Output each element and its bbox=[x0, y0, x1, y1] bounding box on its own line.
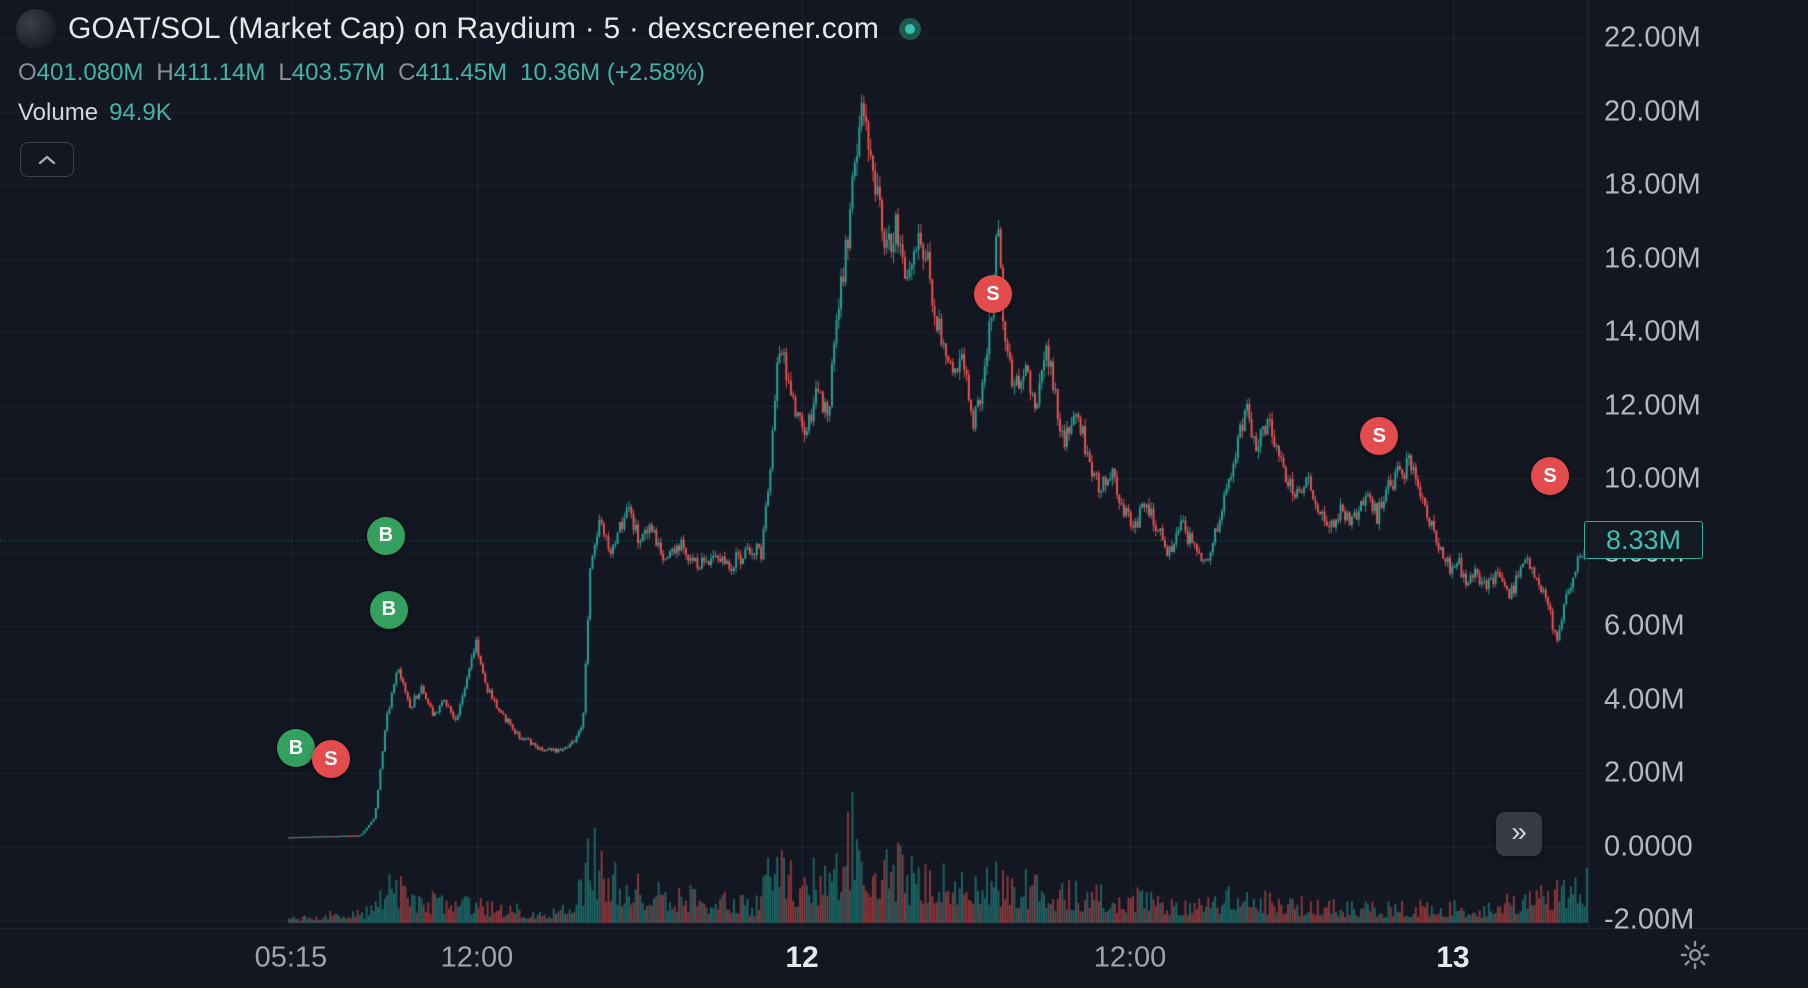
volume-label: Volume bbox=[18, 99, 99, 126]
price-tick-label: 6.00M bbox=[1604, 609, 1685, 642]
close-label: C bbox=[398, 59, 416, 86]
low-label: L bbox=[278, 59, 292, 86]
price-tick-label: 22.00M bbox=[1604, 21, 1701, 54]
collapse-legend-button[interactable] bbox=[20, 142, 74, 177]
open-group: O401.080M bbox=[18, 59, 143, 87]
high-value: 411.14M bbox=[173, 59, 266, 86]
time-tick-label: 12 bbox=[785, 941, 819, 974]
open-label: O bbox=[18, 59, 37, 86]
current-price-value: 8.33M bbox=[1605, 524, 1682, 555]
low-value: 403.57M bbox=[291, 59, 386, 86]
settings-gear-icon[interactable] bbox=[1678, 938, 1712, 972]
price-tick-label: 14.00M bbox=[1604, 315, 1701, 348]
price-tick-label: 16.00M bbox=[1604, 242, 1701, 274]
live-status-icon bbox=[899, 18, 922, 40]
scroll-to-realtime-button[interactable]: » bbox=[1496, 812, 1542, 856]
time-tick-label: 05:15 bbox=[254, 941, 328, 974]
sell-marker[interactable]: S bbox=[1531, 457, 1570, 496]
chevron-up-icon bbox=[38, 155, 56, 165]
price-tick-label: 4.00M bbox=[1604, 683, 1685, 715]
title-row: GOAT/SOL (Market Cap) on Raydium · 5 · d… bbox=[16, 9, 922, 49]
price-tick-label: 12.00M bbox=[1604, 389, 1701, 421]
current-price-label: 8.33M bbox=[1584, 521, 1703, 560]
chart-title: GOAT/SOL (Market Cap) on Raydium · 5 · d… bbox=[68, 12, 880, 45]
buy-marker[interactable]: B bbox=[276, 729, 315, 767]
close-group: C411.45M bbox=[398, 59, 507, 87]
sell-marker[interactable]: S bbox=[311, 740, 350, 779]
low-group: L403.57M bbox=[278, 59, 385, 87]
price-tick-label: 2.00M bbox=[1604, 756, 1685, 789]
ohlc-row: O401.080M H411.14M L403.57M C411.45M 10.… bbox=[18, 59, 921, 87]
price-tick-label: 20.00M bbox=[1604, 95, 1701, 127]
price-tick-label: 18.00M bbox=[1604, 168, 1701, 201]
price-tick-label: 10.00M bbox=[1604, 462, 1701, 495]
change-value: 10.36M (+2.58%) bbox=[520, 59, 705, 86]
time-tick-label: 13 bbox=[1436, 941, 1470, 974]
price-tick-label: -2.00M bbox=[1604, 903, 1695, 936]
sell-marker[interactable]: S bbox=[1360, 417, 1399, 455]
time-axis[interactable]: 05:15 12:00 12 12:00 13 bbox=[0, 928, 1808, 988]
price-tick-label: 0.0000 bbox=[1604, 830, 1693, 862]
close-value: 411.45M bbox=[415, 59, 508, 86]
time-tick-label: 12:00 bbox=[1093, 941, 1167, 974]
sell-marker[interactable]: S bbox=[973, 275, 1012, 314]
buy-marker[interactable]: B bbox=[369, 590, 408, 629]
time-tick-label: 12:00 bbox=[440, 941, 514, 974]
token-logo bbox=[16, 9, 56, 49]
live-status-dot bbox=[905, 24, 916, 34]
high-group: H411.14M bbox=[156, 59, 265, 87]
buy-marker[interactable]: B bbox=[366, 516, 405, 555]
chart-header: GOAT/SOL (Market Cap) on Raydium · 5 · d… bbox=[16, 9, 922, 127]
open-value: 401.080M bbox=[36, 59, 144, 86]
volume-row: Volume 94.9K bbox=[18, 99, 921, 127]
volume-value: 94.9K bbox=[109, 99, 172, 126]
double-chevron-right-icon: » bbox=[1511, 816, 1527, 847]
high-label: H bbox=[156, 59, 174, 86]
